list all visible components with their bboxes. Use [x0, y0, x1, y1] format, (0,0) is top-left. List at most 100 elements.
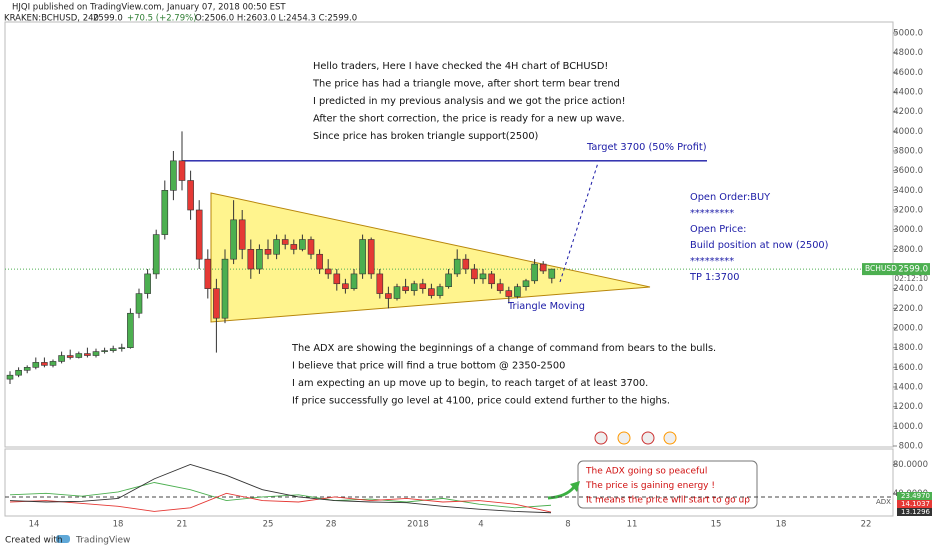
logo: [56, 535, 70, 543]
note-bottom: I am expecting an up move up to begin, t…: [292, 378, 648, 389]
price-tag-label: 2599.0: [898, 265, 928, 275]
candle-body: [256, 249, 263, 270]
candle-body: [92, 351, 100, 356]
candle-body: [127, 312, 134, 348]
x-tick-label: 18: [776, 520, 787, 530]
candle-body: [385, 293, 392, 299]
x-tick-label: 4: [478, 520, 483, 530]
indicator-line: [9, 492, 552, 513]
x-tick-label: 11: [627, 520, 638, 530]
candle-body: [41, 362, 48, 366]
candle-body: [436, 286, 444, 296]
candle-body: [264, 249, 272, 255]
candle-body: [453, 258, 461, 275]
candle-body: [531, 263, 538, 282]
x-tick-label: 25: [263, 520, 274, 530]
candle-body: [49, 361, 57, 366]
arrow-head: [570, 481, 580, 492]
note-top: The price has had a triangle move, after…: [312, 79, 620, 90]
order-line: Open Price:: [690, 224, 746, 235]
y-tick-label: 3600.0: [893, 166, 923, 176]
candle-body: [462, 258, 470, 270]
x-tick-label: 2018: [407, 520, 429, 530]
candle-body: [84, 353, 91, 356]
candle-body: [281, 239, 289, 245]
candle-body: [514, 286, 521, 297]
symbol: KRAKEN:BCHUSD, 240: [4, 14, 99, 24]
candle-body: [350, 273, 358, 289]
indicator-value: 23.4970: [901, 492, 930, 500]
candle-body: [23, 367, 31, 371]
note-bottom: If price successfully go level at 4100, …: [292, 396, 670, 407]
indicator-note: It means the price will start to go up: [586, 496, 750, 506]
y-tick-label: 2200.0: [893, 304, 923, 314]
note-top: I predicted in my previous analysis and …: [313, 96, 626, 107]
indicator-value: 13.1296: [901, 508, 930, 516]
candle-body: [419, 283, 427, 289]
candle-body: [299, 239, 306, 250]
indicator-tick-label: 80.0000: [893, 460, 928, 470]
x-tick-label: 21: [177, 520, 188, 530]
y-tick-label: 3800.0: [893, 147, 923, 157]
y-tick-label: 800.0: [899, 442, 923, 452]
candle-body: [213, 288, 220, 319]
candle-body: [367, 239, 375, 275]
x-tick-label: 18: [113, 520, 124, 530]
indicator-value-tag: [897, 492, 932, 500]
candle-body: [170, 160, 177, 191]
note-top: After the short correction, the price is…: [313, 114, 625, 125]
indicator-value-tag: [897, 508, 932, 516]
candle-body: [376, 273, 384, 294]
publisher: HJQI published on TradingView.com, Janua…: [12, 3, 286, 13]
candle-body: [75, 353, 83, 358]
candle-body: [324, 268, 332, 275]
y-tick-label: 5000.0: [893, 29, 923, 39]
arrow: [547, 486, 576, 500]
candle-body: [290, 244, 298, 250]
triangle: [210, 192, 651, 323]
candle-body: [187, 180, 194, 211]
candle-body: [58, 355, 65, 362]
candle-body: [333, 273, 341, 285]
y-tick-label: 4000.0: [893, 127, 923, 137]
order-line: Open Order:BUY: [690, 192, 770, 203]
indicator-note: The ADX going so peaceful: [585, 467, 707, 477]
indicator-value: 14.1037: [901, 500, 930, 508]
main-pane: [4, 21, 894, 448]
order-line: *********: [690, 256, 734, 267]
candle-body: [118, 347, 126, 349]
candle-body: [6, 374, 14, 380]
y-tick-label: 1400.0: [893, 383, 923, 393]
y-tick-label: 2000.0: [893, 324, 923, 334]
candle-body: [32, 362, 40, 368]
candle-body: [178, 160, 186, 181]
y-tick-label: 2800.0: [893, 245, 923, 255]
y-tick-label: 3200.0: [893, 206, 923, 216]
candle-body: [273, 239, 280, 255]
y-tick-label: 4600.0: [893, 68, 923, 78]
projection: [559, 162, 599, 283]
candle-body: [101, 350, 108, 352]
y-tick-label: 1200.0: [893, 402, 923, 412]
x-tick-label: 28: [326, 520, 337, 530]
last: 2599.0: [93, 14, 123, 24]
price-tag: [862, 263, 930, 276]
candle-body: [109, 348, 117, 351]
candle-body: [496, 283, 504, 291]
candle-body: [15, 369, 22, 376]
x-tick-label: 15: [711, 520, 722, 530]
x-tick-label: 22: [861, 520, 872, 530]
brand: TradingView: [75, 536, 130, 546]
candle-body: [247, 249, 255, 270]
candle-body: [410, 283, 418, 291]
triangle-label: Triangle Moving: [507, 301, 585, 312]
y-tick-label: 4200.0: [893, 107, 923, 117]
change: +70.5 (+2.79%): [127, 14, 197, 24]
candle-body: [359, 239, 366, 275]
indicator-line: [9, 463, 552, 514]
order-line: Build position at now (2500): [690, 240, 829, 251]
symbol-tag: BCHUSD: [865, 264, 897, 273]
x-tick-label: 8: [565, 520, 570, 530]
note-top: Hello traders, Here I have checked the 4…: [313, 61, 608, 72]
